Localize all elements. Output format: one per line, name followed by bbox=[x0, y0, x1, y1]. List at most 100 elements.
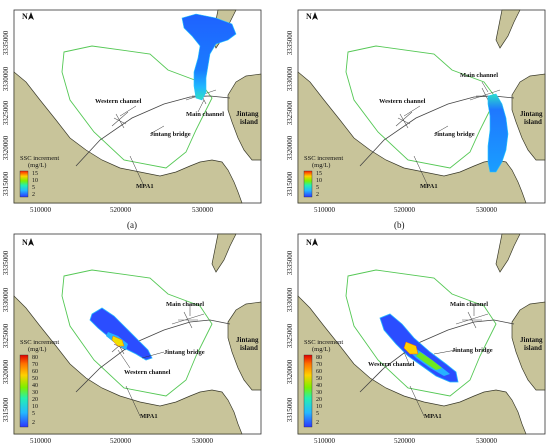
sediment-plume bbox=[181, 13, 237, 101]
legend-level: 70 bbox=[32, 362, 38, 368]
x-tick-label: 520000 bbox=[110, 437, 132, 445]
legend-unit: (mg/L) bbox=[28, 346, 46, 353]
north-arrow-icon bbox=[28, 12, 34, 20]
y-tick-label: 3320000 bbox=[2, 359, 10, 384]
sediment-plume bbox=[89, 307, 153, 361]
land-jintang-island bbox=[511, 301, 546, 391]
jintang-island-label: Jintang bbox=[520, 110, 543, 118]
legend-level: 2 bbox=[32, 420, 35, 426]
y-tick-label: 3315000 bbox=[2, 171, 10, 196]
y-tick-label: 3335000 bbox=[2, 250, 10, 275]
y-tick-label: 3330000 bbox=[2, 287, 10, 312]
legend-title: SSC increment bbox=[304, 339, 343, 346]
jintang-bridge bbox=[359, 319, 515, 393]
panel-b: 3335000 3330000 3325000 3320000 3315000 … bbox=[286, 9, 546, 230]
western-channel-marker bbox=[111, 111, 129, 129]
north-label: N bbox=[306, 12, 312, 21]
north-arrow-icon bbox=[312, 12, 318, 20]
jintang-island-label: island bbox=[240, 118, 258, 126]
north-label: N bbox=[22, 12, 28, 21]
panel-label: (b) bbox=[394, 220, 405, 230]
mpa-label: MPA1 bbox=[136, 183, 154, 190]
y-tick-label: 3320000 bbox=[286, 135, 294, 160]
western-channel-label: Western channel bbox=[379, 98, 426, 105]
legend-level: 80 bbox=[32, 355, 38, 361]
legend-level: 5 bbox=[32, 185, 35, 191]
legend-level: 2 bbox=[316, 420, 319, 426]
mpa-boundary bbox=[61, 269, 213, 397]
sediment-plume-hotspot bbox=[111, 335, 125, 347]
legend-level: 5 bbox=[32, 411, 35, 417]
sediment-plume bbox=[487, 93, 509, 173]
legend-level: 30 bbox=[316, 390, 322, 396]
western-channel-marker bbox=[395, 111, 413, 129]
legend-level: 60 bbox=[316, 369, 322, 375]
legend-level: 5 bbox=[316, 411, 319, 417]
north-arrow-icon bbox=[28, 238, 34, 246]
main-channel-label: Main channel bbox=[460, 72, 498, 79]
north-arrow-icon bbox=[312, 238, 318, 246]
main-channel-label: Main channel bbox=[450, 301, 488, 308]
mpa-label: MPA1 bbox=[424, 413, 442, 420]
y-tick-label: 3315000 bbox=[286, 397, 294, 422]
north-label: N bbox=[22, 238, 28, 247]
y-tick-label: 3335000 bbox=[286, 250, 294, 275]
legend-level: 30 bbox=[32, 390, 38, 396]
callout-lines bbox=[119, 99, 205, 187]
x-tick-label: 520000 bbox=[394, 206, 416, 214]
legend-colorbar bbox=[303, 170, 313, 198]
western-channel-label: Western channel bbox=[95, 98, 142, 105]
jintang-bridge-label: Jintang bridge bbox=[164, 349, 205, 356]
y-tick-label: 3315000 bbox=[286, 171, 294, 196]
y-tick-label: 3315000 bbox=[2, 397, 10, 422]
north-label: N bbox=[306, 238, 312, 247]
x-tick-label: 530000 bbox=[192, 206, 214, 214]
jintang-island-label: island bbox=[524, 118, 542, 126]
land-north bbox=[495, 9, 521, 49]
legend-level: 40 bbox=[316, 383, 322, 389]
legend-level: 2 bbox=[32, 192, 35, 198]
legend-colorbar bbox=[19, 170, 29, 198]
y-tick-label: 3320000 bbox=[286, 359, 294, 384]
x-tick-label: 510000 bbox=[314, 437, 336, 445]
panel-a: 3335000 3330000 3325000 3320000 3315000 … bbox=[2, 9, 262, 230]
land-mainland bbox=[13, 71, 243, 204]
legend-level: 40 bbox=[32, 383, 38, 389]
legend-level: 15 bbox=[316, 171, 322, 177]
main-channel-marker bbox=[455, 311, 489, 329]
legend-colorbar bbox=[303, 354, 313, 428]
legend-level: 20 bbox=[32, 397, 38, 403]
x-tick-label: 520000 bbox=[110, 206, 132, 214]
land-jintang-island bbox=[227, 301, 262, 391]
legend-level: 5 bbox=[316, 185, 319, 191]
y-tick-label: 3330000 bbox=[2, 66, 10, 91]
y-tick-label: 3325000 bbox=[286, 100, 294, 125]
main-channel-marker bbox=[171, 311, 205, 329]
mpa-boundary bbox=[345, 45, 497, 169]
legend-level: 2 bbox=[316, 192, 319, 198]
legend-level: 50 bbox=[32, 376, 38, 382]
y-tick-label: 3330000 bbox=[286, 66, 294, 91]
sediment-plume-hotspot bbox=[403, 341, 419, 355]
y-tick-label: 3335000 bbox=[286, 30, 294, 55]
western-channel-label: Western channel bbox=[124, 369, 171, 376]
main-channel-label: Main channel bbox=[186, 111, 224, 118]
land-north bbox=[211, 233, 237, 273]
jintang-bridge-label: Jintang bridge bbox=[150, 131, 191, 138]
mpa-boundary bbox=[61, 45, 213, 169]
jintang-island-label: Jintang bbox=[236, 336, 259, 344]
y-tick-label: 3325000 bbox=[286, 323, 294, 348]
y-tick-label: 3320000 bbox=[2, 135, 10, 160]
x-tick-label: 530000 bbox=[476, 437, 498, 445]
land-mainland bbox=[297, 71, 527, 204]
legend-level: 20 bbox=[316, 397, 322, 403]
legend-level: 70 bbox=[316, 362, 322, 368]
jintang-bridge-label: Jintang bridge bbox=[452, 347, 493, 354]
panel-label: (a) bbox=[127, 220, 137, 230]
legend-title: SSC increment bbox=[20, 155, 59, 162]
callout-lines bbox=[117, 304, 191, 417]
y-tick-label: 3325000 bbox=[2, 100, 10, 125]
x-tick-label: 530000 bbox=[192, 437, 214, 445]
x-tick-label: 530000 bbox=[476, 206, 498, 214]
